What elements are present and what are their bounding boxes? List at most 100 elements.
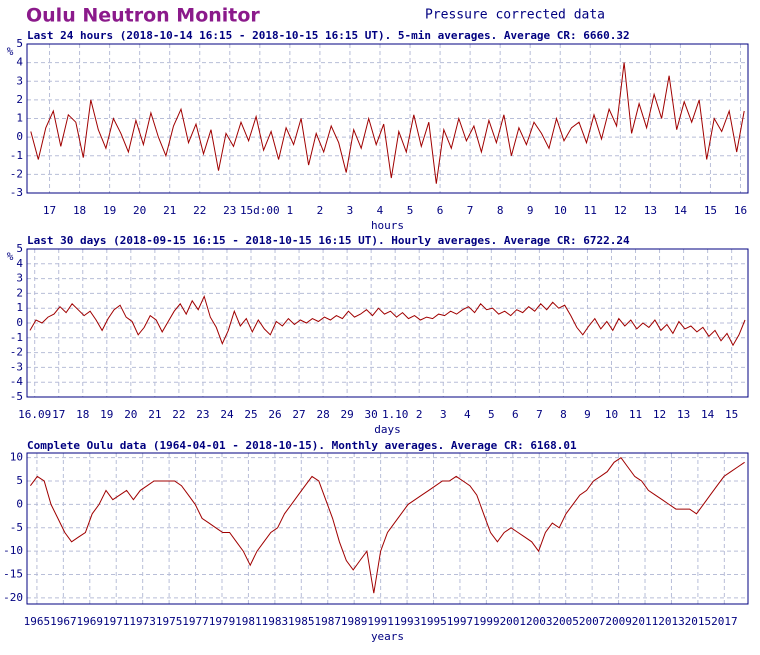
- y-tick-label: -20: [3, 591, 23, 604]
- x-tick-label: 1997: [447, 615, 474, 628]
- page-title: Oulu Neutron Monitor: [26, 5, 260, 27]
- x-tick-label: 2015: [685, 615, 712, 628]
- y-tick-label: 4: [16, 257, 23, 270]
- x-tick-label: 1985: [288, 615, 315, 628]
- x-tick-label: 2: [416, 408, 423, 421]
- x-tick-label: 1995: [420, 615, 447, 628]
- x-tick-label: 17: [52, 408, 65, 421]
- x-tick-label: 2013: [658, 615, 685, 628]
- x-tick-label: 2009: [605, 615, 632, 628]
- x-tick-label: 7: [536, 408, 543, 421]
- x-tick-label: 1971: [103, 615, 130, 628]
- chart-title: Last 24 hours (2018-10-14 16:15 - 2018-1…: [27, 29, 630, 42]
- x-tick-label: 1969: [77, 615, 104, 628]
- plot-frame: [26, 43, 749, 194]
- y-tick-label: 0: [16, 316, 23, 329]
- x-axis-label: hours: [371, 219, 404, 232]
- x-tick-label: 2001: [500, 615, 527, 628]
- page-subtitle: Pressure corrected data: [425, 8, 605, 23]
- x-tick-label: 1993: [394, 615, 421, 628]
- y-tick-label: 5: [16, 37, 23, 50]
- x-tick-label: 13: [677, 408, 690, 421]
- y-tick-label: 4: [16, 56, 23, 69]
- chart-title: Complete Oulu data (1964-04-01 - 2018-10…: [27, 439, 577, 452]
- x-tick-label: 15d:00: [240, 204, 280, 217]
- y-tick-label: 3: [16, 74, 23, 87]
- y-tick-label: -1: [10, 331, 23, 344]
- x-tick-label: 2007: [579, 615, 606, 628]
- x-tick-label: 8: [560, 408, 567, 421]
- y-tick-label: -2: [10, 167, 23, 180]
- x-tick-label: 14: [674, 204, 688, 217]
- x-tick-label: 1965: [24, 615, 51, 628]
- x-tick-label: 7: [467, 204, 474, 217]
- y-tick-label: -10: [3, 544, 23, 557]
- y-tick-label: -5: [10, 521, 23, 534]
- x-tick-label: 25: [244, 408, 257, 421]
- y-axis-label: %: [7, 45, 14, 58]
- y-tick-label: -15: [3, 568, 23, 581]
- x-tick-label: 28: [316, 408, 329, 421]
- x-tick-label: 22: [172, 408, 185, 421]
- x-axis-label: years: [371, 630, 404, 643]
- x-tick-label: 1987: [314, 615, 341, 628]
- x-tick-label: 19: [100, 408, 113, 421]
- x-tick-label: 20: [124, 408, 137, 421]
- x-tick-label: 1981: [235, 615, 262, 628]
- y-tick-label: 1: [16, 301, 23, 314]
- x-tick-label: 1: [287, 204, 294, 217]
- x-tick-label: 1977: [182, 615, 209, 628]
- x-tick-label: 2003: [526, 615, 553, 628]
- x-tick-label: 17: [43, 204, 56, 217]
- x-tick-label: 3: [440, 408, 447, 421]
- x-tick-label: 13: [644, 204, 657, 217]
- x-axis-label: days: [374, 423, 401, 436]
- y-tick-label: -3: [10, 186, 23, 199]
- data-line: [30, 62, 745, 184]
- data-line: [29, 457, 745, 594]
- y-tick-label: 0: [16, 497, 23, 510]
- y-tick-label: -5: [10, 390, 23, 403]
- x-tick-label: 1967: [50, 615, 77, 628]
- x-tick-label: 1983: [262, 615, 289, 628]
- x-tick-label: 19: [103, 204, 116, 217]
- x-tick-label: 6: [512, 408, 519, 421]
- x-tick-label: 1999: [473, 615, 500, 628]
- x-tick-label: 26: [268, 408, 281, 421]
- x-tick-label: 1979: [209, 615, 236, 628]
- x-tick-label: 18: [73, 204, 86, 217]
- x-tick-label: 22: [193, 204, 206, 217]
- x-tick-label: 21: [163, 204, 176, 217]
- x-tick-label: 24: [220, 408, 234, 421]
- y-axis-label: %: [7, 250, 14, 263]
- x-tick-label: 27: [292, 408, 305, 421]
- y-tick-label: 0: [16, 130, 23, 143]
- x-tick-label: 16: [734, 204, 747, 217]
- x-tick-label: 10: [554, 204, 567, 217]
- y-tick-label: 1: [16, 112, 23, 125]
- data-line: [29, 294, 746, 347]
- y-tick-label: -1: [10, 149, 23, 162]
- x-tick-label: 1973: [129, 615, 156, 628]
- x-tick-label: 4: [464, 408, 471, 421]
- y-tick-label: -3: [10, 360, 23, 373]
- x-tick-label: 2: [317, 204, 324, 217]
- x-tick-label: 21: [148, 408, 161, 421]
- x-tick-label: 8: [497, 204, 504, 217]
- x-tick-label: 12: [653, 408, 666, 421]
- x-tick-label: 3: [347, 204, 354, 217]
- y-tick-label: 5: [16, 474, 23, 487]
- x-tick-label: 1975: [156, 615, 183, 628]
- x-tick-label: 11: [584, 204, 597, 217]
- x-tick-label: 1.10: [382, 408, 409, 421]
- y-tick-label: -4: [10, 375, 24, 388]
- x-tick-label: 2011: [632, 615, 659, 628]
- x-tick-label: 1989: [341, 615, 368, 628]
- x-tick-label: 1991: [367, 615, 394, 628]
- x-tick-label: 12: [614, 204, 627, 217]
- x-tick-label: 4: [377, 204, 384, 217]
- x-tick-label: 9: [527, 204, 534, 217]
- plot-frame: [26, 248, 749, 398]
- chart-title: Last 30 days (2018-09-15 16:15 - 2018-10…: [27, 234, 630, 247]
